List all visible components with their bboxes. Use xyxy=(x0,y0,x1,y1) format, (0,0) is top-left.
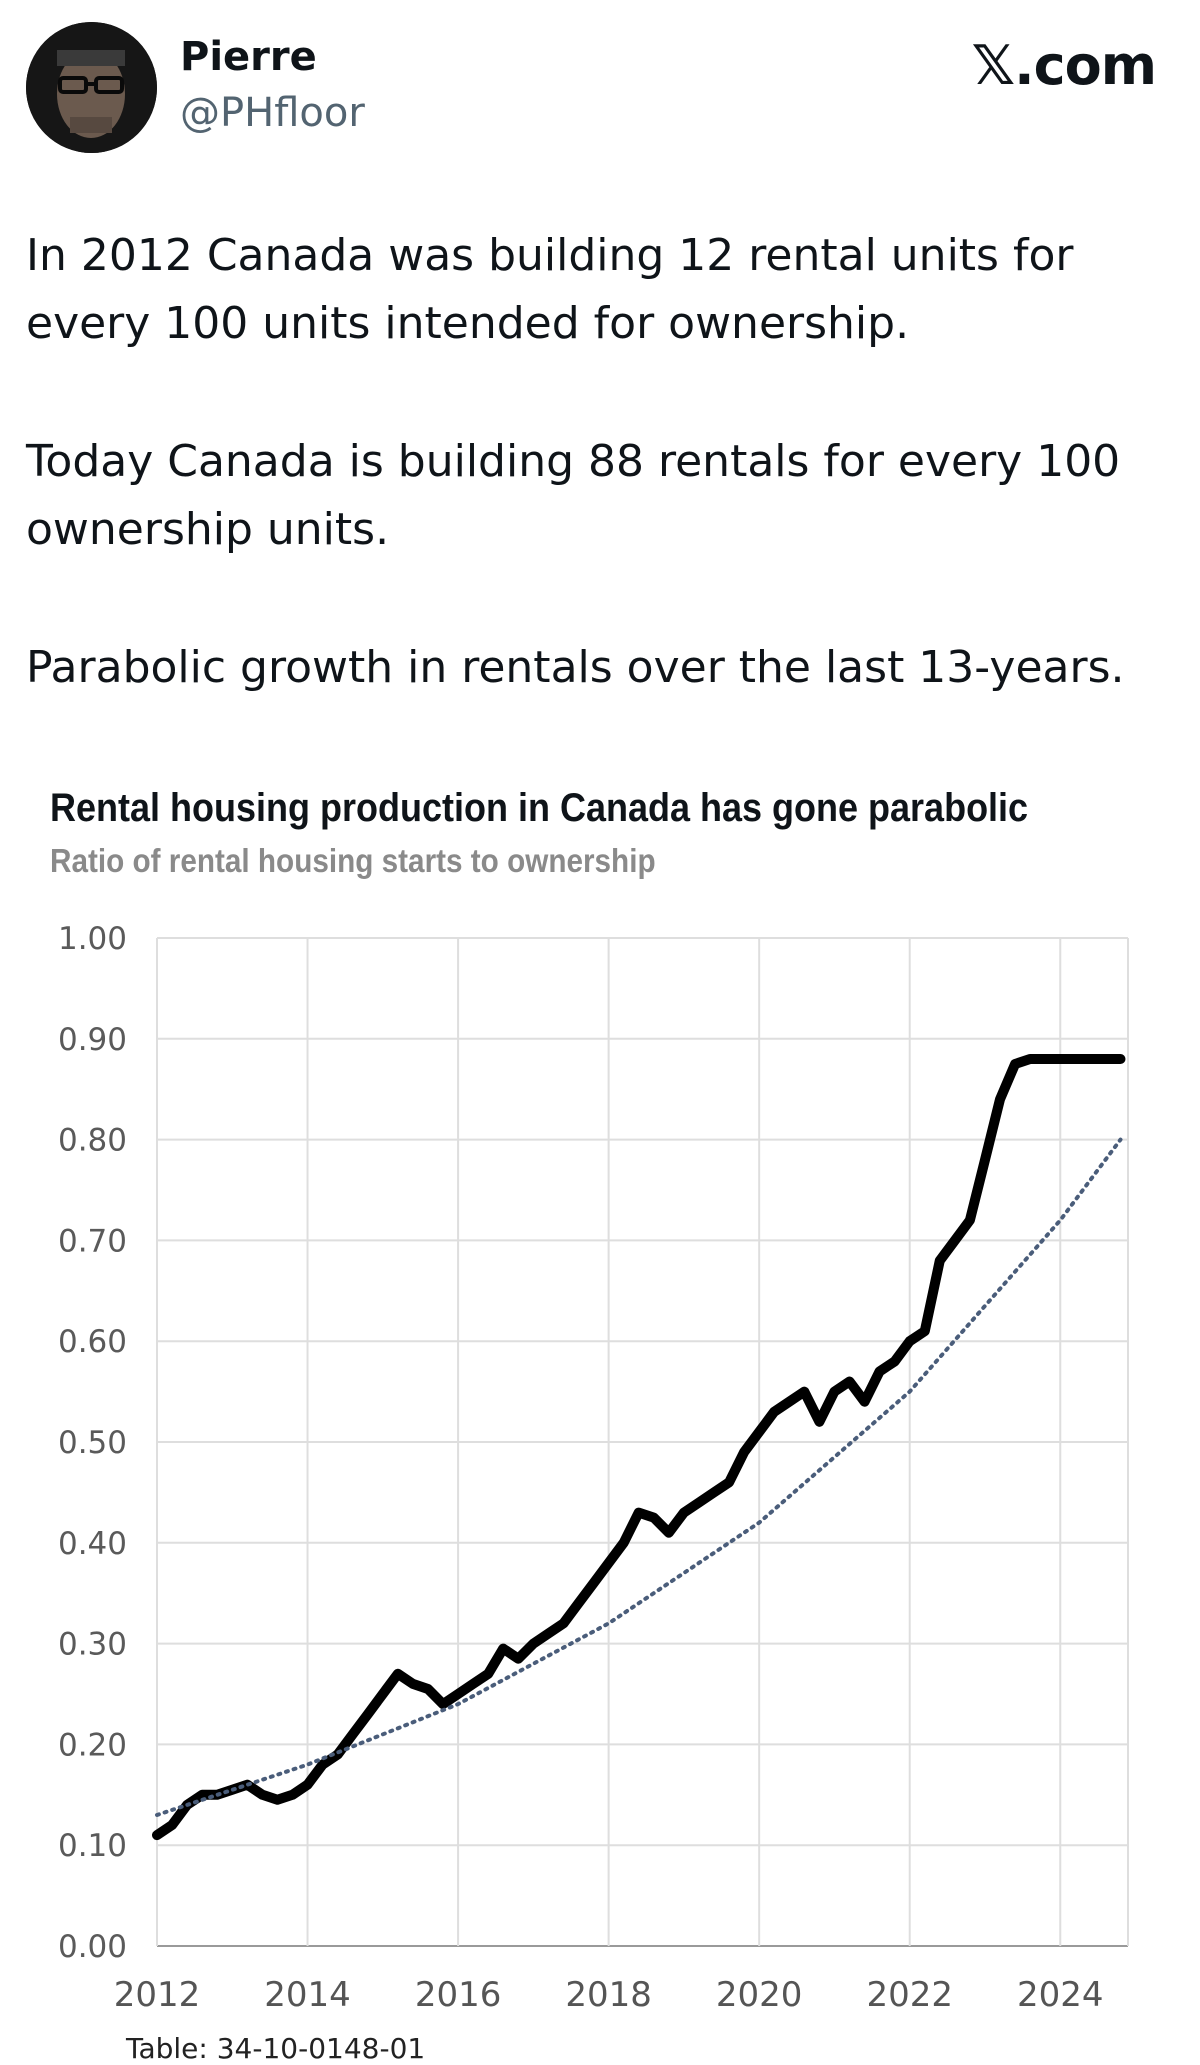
display-name[interactable]: Pierre xyxy=(180,34,317,80)
y-tick-label: 1.00 xyxy=(58,921,127,957)
x-tick-label: 2020 xyxy=(716,1975,803,2015)
profile-photo-icon xyxy=(26,22,157,153)
y-tick-label: 0.20 xyxy=(58,1727,127,1763)
line-chart: 0.00 0.10 0.20 0.30 0.40 0.50 0.60 0.70 0.80 0.90… xyxy=(58,921,1129,2015)
x-tick-label: 2018 xyxy=(565,1975,652,2015)
tweet-paragraph: Today Canada is building 88 rentals for … xyxy=(26,436,1121,555)
y-tick-label: 0.40 xyxy=(58,1526,127,1562)
y-tick-label: 0.90 xyxy=(58,1022,127,1058)
x-tick-label: 2022 xyxy=(866,1975,953,2015)
y-tick-label: 0.60 xyxy=(58,1324,127,1360)
x-tick-label: 2012 xyxy=(114,1975,201,2015)
chart-subtitle: Ratio of rental housing starts to owners… xyxy=(50,842,656,879)
x-tick-label: 2024 xyxy=(1017,1975,1104,2015)
y-tick-label: 0.00 xyxy=(58,1929,127,1965)
chart-source: Table: 34-10-0148-01 xyxy=(126,2032,426,2065)
trend-line xyxy=(155,1137,1123,1817)
chart-title: Rental housing production in Canada has … xyxy=(50,786,1029,830)
y-tick-label: 0.50 xyxy=(58,1425,127,1461)
y-tick-label: 0.80 xyxy=(58,1123,127,1159)
tweet-paragraph: Parabolic growth in rentals over the las… xyxy=(26,642,1125,693)
y-tick-label: 0.30 xyxy=(58,1627,127,1663)
avatar[interactable] xyxy=(26,22,157,153)
tweet-paragraph: In 2012 Canada was building 12 rental un… xyxy=(26,230,1074,349)
site-label: 𝕏.com xyxy=(971,34,1157,97)
y-tick-label: 0.70 xyxy=(58,1223,127,1259)
x-tick-label: 2014 xyxy=(264,1975,351,2015)
y-tick-label: 0.10 xyxy=(58,1828,127,1864)
x-tick-label: 2016 xyxy=(415,1975,502,2015)
user-handle[interactable]: @PHfloor xyxy=(180,90,365,136)
tweet-text: In 2012 Canada was building 12 rental un… xyxy=(26,222,1176,772)
data-line xyxy=(152,1054,1126,1841)
